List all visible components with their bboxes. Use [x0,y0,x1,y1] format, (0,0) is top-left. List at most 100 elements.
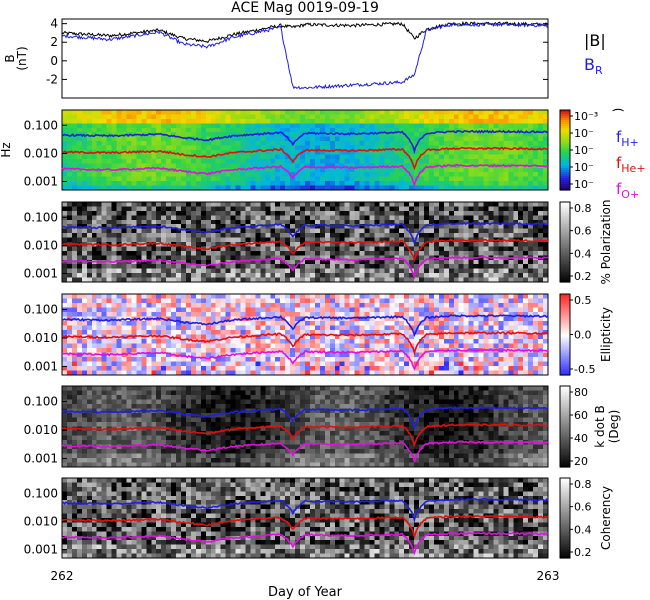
colorbar-segment [560,138,570,141]
heatmap-cell [523,118,529,124]
heatmap-cell [513,250,519,256]
heatmap-cell [300,246,306,252]
heatmap-cell [250,277,257,283]
heatmap-cell [349,172,356,178]
heatmap-cell [314,237,321,243]
heatmap-cell [468,154,475,160]
heatmap-cell [245,219,252,225]
heatmap-cell [230,268,237,274]
heatmap-cell [250,312,257,318]
heatmap-cell [131,172,137,178]
heatmap-cell [126,339,133,345]
heatmap-cell [275,132,281,138]
heatmap-cell [404,158,410,164]
heatmap-cell [275,141,281,147]
heatmap-cell [483,123,490,129]
heatmap-cell [106,294,113,300]
heatmap-cell [235,145,242,151]
heatmap-cell [220,303,227,309]
heatmap-cell [314,210,321,216]
heatmap-cell [414,259,420,265]
heatmap-cell [463,172,470,178]
heatmap-cell [359,215,366,221]
heatmap-cell [414,277,420,283]
heatmap-cell [151,167,157,173]
heatmap-cell [265,224,271,230]
heatmap-cell [404,154,410,160]
heatmap-cell [473,123,480,129]
heatmap-cell [161,250,167,256]
heatmap-cell [225,321,232,327]
heatmap-cell [121,215,128,221]
heatmap-cell [379,339,385,345]
heatmap-cell [62,255,68,261]
heatmap-cell [334,163,341,169]
heatmap-cell [419,141,425,147]
heatmap-cell [359,277,366,283]
heatmap-cell [438,219,445,225]
heatmap-cell [369,163,376,169]
heatmap-cell [116,325,123,331]
heatmap-cell [295,343,301,349]
heatmap-cell [538,246,544,252]
heatmap-cell [220,224,227,230]
heatmap-cell [86,233,93,239]
heatmap-cell [200,233,207,239]
heatmap-cell [265,242,271,248]
heatmap-cell [181,343,187,349]
heatmap-cell [404,172,410,178]
heatmap-cell [349,268,356,274]
heatmap-cell [200,352,207,358]
heatmap-cell [300,237,306,243]
heatmap-cell [424,219,430,225]
heatmap-cell [453,110,460,116]
heatmap-cell [91,250,98,256]
heatmap-cell [190,176,197,182]
heatmap-cell [349,348,356,354]
colorbar-segment [560,120,570,123]
heatmap-cell [200,202,207,208]
heatmap-cell [131,158,137,164]
heatmap-cell [86,339,93,345]
heatmap-cell [205,330,212,336]
legend-freq-item: fH+ [616,128,639,149]
heatmap-cell [101,361,108,367]
heatmap-cell [339,233,346,239]
heatmap-cell [151,136,157,142]
heatmap-cell [210,181,217,187]
heatmap-cell [324,246,331,252]
heatmap-cell [126,181,133,187]
heatmap-cell [409,259,415,265]
heatmap-cell [111,321,118,327]
heatmap-cell [329,277,336,283]
heatmap-cell [523,215,529,221]
heatmap-cell [379,312,385,318]
heatmap-cell [210,361,217,367]
heatmap-cell [240,242,247,248]
heatmap-cell [121,366,128,372]
heatmap-cell [136,210,142,216]
heatmap-cell [190,273,197,279]
heatmap-cell [205,167,212,173]
heatmap-cell [364,215,371,221]
heatmap-cell [210,250,217,256]
heatmap-cell [404,330,410,336]
gyro-line-f-h [61,129,549,155]
heatmap-cell [319,136,326,142]
heatmap-cell [245,202,252,208]
heatmap-cell [508,114,514,120]
heatmap-cell [374,123,380,129]
heatmap-cell [220,219,227,225]
heatmap-cell [409,215,415,221]
heatmap-cell [538,118,544,124]
heatmap-cell [414,219,420,225]
heatmap-cell [473,246,480,252]
heatmap-cell [409,127,415,133]
heatmap-cell [185,181,192,187]
heatmap-cell [255,181,261,187]
heatmap-cell [369,268,376,274]
heatmap-cell [220,136,227,142]
heatmap-cell [166,277,172,283]
heatmap-cell [136,163,142,169]
heatmap-cell [419,334,425,340]
